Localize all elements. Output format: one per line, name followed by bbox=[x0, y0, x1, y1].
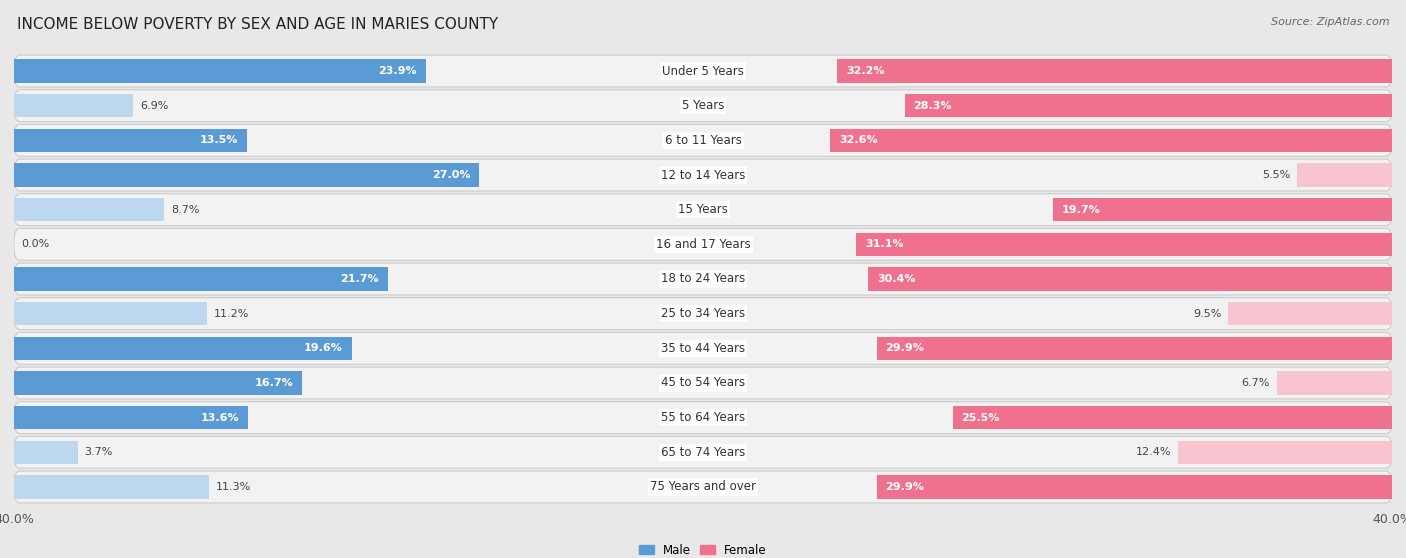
Text: 19.7%: 19.7% bbox=[1062, 205, 1099, 215]
Bar bbox=[14, 59, 426, 83]
Text: 55 to 64 Years: 55 to 64 Years bbox=[661, 411, 745, 424]
FancyBboxPatch shape bbox=[14, 298, 1392, 330]
Bar bbox=[877, 336, 1392, 360]
Text: 45 to 54 Years: 45 to 54 Years bbox=[661, 377, 745, 389]
Text: 18 to 24 Years: 18 to 24 Years bbox=[661, 272, 745, 286]
FancyBboxPatch shape bbox=[14, 333, 1392, 364]
Text: 25.5%: 25.5% bbox=[962, 413, 1000, 422]
Bar bbox=[856, 233, 1392, 256]
Legend: Male, Female: Male, Female bbox=[634, 539, 772, 558]
FancyBboxPatch shape bbox=[14, 159, 1392, 191]
Text: 6 to 11 Years: 6 to 11 Years bbox=[665, 134, 741, 147]
Bar bbox=[14, 267, 388, 291]
Text: 12 to 14 Years: 12 to 14 Years bbox=[661, 169, 745, 181]
Text: 0.0%: 0.0% bbox=[21, 239, 49, 249]
Bar bbox=[14, 440, 77, 464]
Text: 75 Years and over: 75 Years and over bbox=[650, 480, 756, 493]
Text: 25 to 34 Years: 25 to 34 Years bbox=[661, 307, 745, 320]
Text: 9.5%: 9.5% bbox=[1194, 309, 1222, 319]
Text: 6.7%: 6.7% bbox=[1241, 378, 1270, 388]
FancyBboxPatch shape bbox=[14, 436, 1392, 468]
Bar bbox=[831, 128, 1392, 152]
Text: 32.2%: 32.2% bbox=[846, 66, 884, 76]
Text: 8.7%: 8.7% bbox=[170, 205, 200, 215]
Text: 27.0%: 27.0% bbox=[432, 170, 471, 180]
Bar bbox=[1229, 302, 1392, 325]
FancyBboxPatch shape bbox=[14, 194, 1392, 225]
Text: Source: ZipAtlas.com: Source: ZipAtlas.com bbox=[1271, 17, 1389, 27]
Text: 31.1%: 31.1% bbox=[865, 239, 904, 249]
Bar bbox=[14, 475, 208, 499]
Text: 12.4%: 12.4% bbox=[1136, 448, 1171, 458]
Bar bbox=[14, 371, 302, 395]
Bar bbox=[1277, 371, 1392, 395]
Text: 35 to 44 Years: 35 to 44 Years bbox=[661, 342, 745, 355]
Bar bbox=[14, 128, 246, 152]
FancyBboxPatch shape bbox=[14, 228, 1392, 260]
Text: 3.7%: 3.7% bbox=[84, 448, 112, 458]
Bar bbox=[1298, 163, 1392, 187]
FancyBboxPatch shape bbox=[14, 402, 1392, 434]
Text: 19.6%: 19.6% bbox=[304, 343, 343, 353]
FancyBboxPatch shape bbox=[14, 90, 1392, 122]
Bar bbox=[14, 163, 479, 187]
Text: 16.7%: 16.7% bbox=[254, 378, 292, 388]
Text: 13.5%: 13.5% bbox=[200, 136, 238, 145]
FancyBboxPatch shape bbox=[14, 55, 1392, 87]
Bar bbox=[14, 406, 249, 430]
FancyBboxPatch shape bbox=[14, 471, 1392, 503]
Text: 29.9%: 29.9% bbox=[886, 343, 924, 353]
Text: 5 Years: 5 Years bbox=[682, 99, 724, 112]
Text: 28.3%: 28.3% bbox=[912, 100, 952, 110]
FancyBboxPatch shape bbox=[14, 367, 1392, 399]
Text: 65 to 74 Years: 65 to 74 Years bbox=[661, 446, 745, 459]
Bar bbox=[14, 94, 134, 118]
Bar bbox=[869, 267, 1392, 291]
Bar bbox=[1178, 440, 1392, 464]
FancyBboxPatch shape bbox=[14, 124, 1392, 156]
Text: 23.9%: 23.9% bbox=[378, 66, 418, 76]
Bar bbox=[14, 198, 165, 222]
Text: 16 and 17 Years: 16 and 17 Years bbox=[655, 238, 751, 251]
Bar bbox=[1053, 198, 1392, 222]
Bar bbox=[877, 475, 1392, 499]
FancyBboxPatch shape bbox=[14, 263, 1392, 295]
Text: 15 Years: 15 Years bbox=[678, 203, 728, 216]
Text: 30.4%: 30.4% bbox=[877, 274, 915, 284]
Text: 6.9%: 6.9% bbox=[139, 100, 169, 110]
Bar bbox=[953, 406, 1392, 430]
Text: INCOME BELOW POVERTY BY SEX AND AGE IN MARIES COUNTY: INCOME BELOW POVERTY BY SEX AND AGE IN M… bbox=[17, 17, 498, 32]
Bar bbox=[14, 302, 207, 325]
Text: 5.5%: 5.5% bbox=[1263, 170, 1291, 180]
Bar bbox=[14, 336, 352, 360]
Text: 13.6%: 13.6% bbox=[201, 413, 239, 422]
Text: 11.2%: 11.2% bbox=[214, 309, 249, 319]
Bar bbox=[904, 94, 1392, 118]
Text: 29.9%: 29.9% bbox=[886, 482, 924, 492]
Text: Under 5 Years: Under 5 Years bbox=[662, 65, 744, 78]
Bar bbox=[838, 59, 1392, 83]
Text: 11.3%: 11.3% bbox=[215, 482, 250, 492]
Text: 21.7%: 21.7% bbox=[340, 274, 380, 284]
Text: 32.6%: 32.6% bbox=[839, 136, 877, 145]
